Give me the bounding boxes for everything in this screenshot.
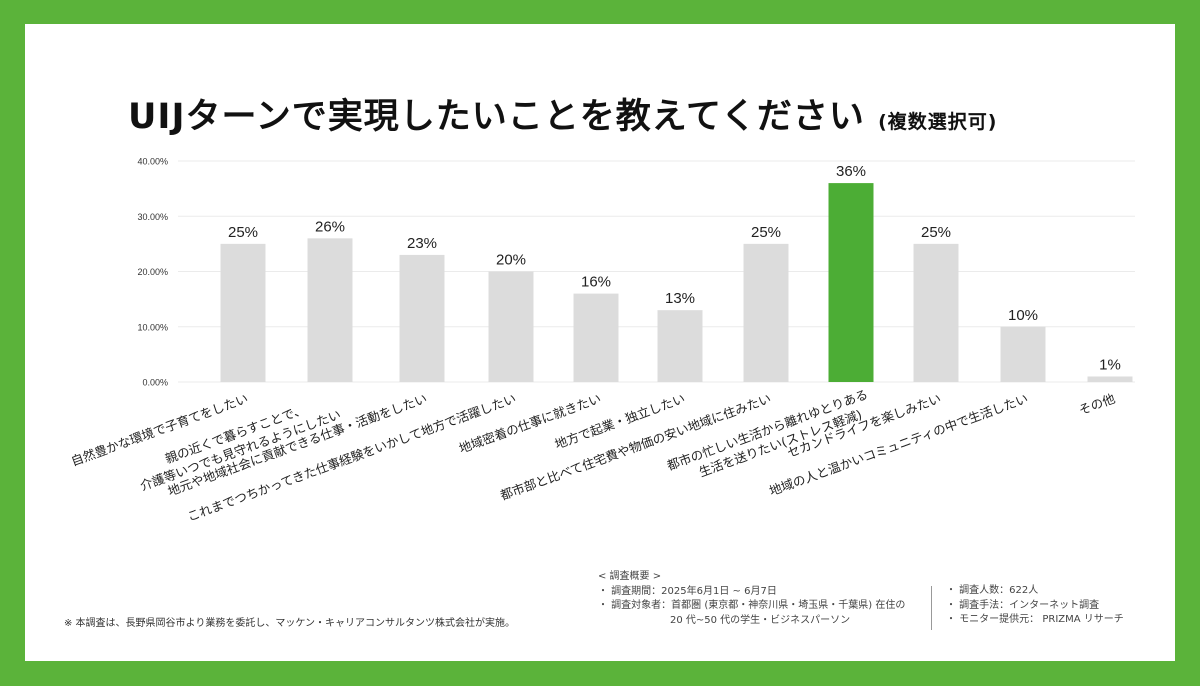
title-main: UIJターンで実現したいことを教えてください (128, 97, 865, 137)
bar (913, 243, 959, 382)
data-label: 16% (581, 274, 611, 291)
x-tick-label: 地域密着の仕事に就きたい (457, 391, 603, 456)
summary-period: ・ 調査期間：2025年6月1日 ~ 6月7日 (598, 585, 777, 597)
bar (743, 243, 789, 382)
x-tick-label-line: その他 (1077, 391, 1118, 418)
data-label: 13% (665, 290, 695, 307)
bar (657, 310, 703, 382)
y-tick-label: 20.00% (137, 267, 168, 277)
bar (399, 254, 445, 382)
summary-target-cont: 20 代~50 代の学生・ビジネスパーソン (670, 614, 851, 626)
footnote: ※ 本調査は、長野県岡谷市より業務を委託し、マッケン・キャリアコンサルタンツ株式… (64, 618, 516, 629)
data-label: 20% (496, 252, 526, 269)
summary-heading: < 調査概要 > (598, 571, 662, 582)
data-label: 25% (228, 224, 258, 241)
x-tick-label-line: 地域密着の仕事に就きたい (457, 391, 603, 456)
y-tick-label: 40.00% (137, 157, 168, 167)
chart-title: UIJターンで実現したいことを教えてください (複数選択可) (128, 88, 997, 139)
data-label: 36% (836, 163, 866, 180)
title-subtitle: (複数選択可) (878, 111, 998, 133)
summary-target: ・ 調査対象者：首都圏 (東京都・神奈川県・埼玉県・千葉県) 在住の (598, 600, 906, 611)
bar (1087, 376, 1133, 382)
x-tick-label: その他 (1077, 391, 1118, 418)
bar (1000, 326, 1046, 382)
bar (573, 293, 619, 382)
y-tick-label: 30.00% (137, 212, 168, 222)
survey-summary-left: < 調査概要 > ・ 調査期間：2025年6月1日 ~ 6月7日 ・ 調査対象者… (598, 570, 905, 628)
summary-divider (931, 586, 932, 630)
data-label: 26% (315, 218, 345, 235)
data-label: 1% (1099, 356, 1121, 373)
data-label: 23% (407, 235, 437, 252)
y-tick-label: 10.00% (137, 322, 168, 332)
bar (828, 183, 874, 382)
y-tick-label: 0.00% (142, 378, 168, 388)
summary-method: ・ 調査手法：インターネット調査 (946, 599, 1100, 611)
bar (220, 243, 266, 382)
summary-provider: ・ モニター提供元： PRIZMA リサーチ (946, 614, 1124, 625)
survey-summary-right: ・ 調査人数：622人 ・ 調査手法：インターネット調査 ・ モニター提供元： … (946, 584, 1124, 628)
data-label: 10% (1008, 307, 1038, 324)
data-label: 25% (751, 224, 781, 241)
bar (488, 271, 534, 382)
bar (307, 238, 353, 382)
summary-count: ・ 調査人数：622人 (946, 585, 1039, 596)
data-label: 25% (921, 224, 951, 241)
